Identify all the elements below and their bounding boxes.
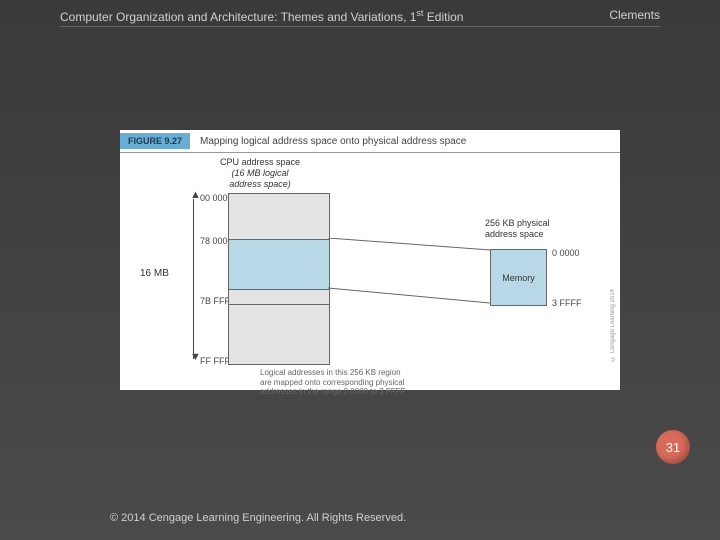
slide-header: Computer Organization and Architecture: … [60,8,660,27]
phys-addr-bot: 3 FFFF [552,298,582,308]
page-number: 31 [666,440,680,455]
memory-box: Memory [490,249,547,306]
figure-number: FIGURE 9.27 [120,133,190,149]
page-number-badge: 31 [656,430,690,464]
segment-2 [229,289,329,304]
footer-copyright: © 2014 Cengage Learning Engineering. All… [110,512,406,524]
figure-panel: FIGURE 9.27 Mapping logical address spac… [120,130,620,390]
note-l2: are mapped onto corresponding physical [260,378,405,388]
memory-label: Memory [502,273,535,283]
mapping-connector [328,238,490,308]
author-name: Clements [609,8,660,24]
figure-body: CPU address space (16 MB logical address… [120,152,620,391]
cpu-address-label: CPU address space (16 MB logical address… [220,157,300,189]
title-edition: Edition [423,10,463,24]
figure-header: FIGURE 9.27 Mapping logical address spac… [120,130,620,152]
logical-address-stack [228,193,330,365]
cpu-label-line3: address space) [220,179,300,190]
physical-space-label: 256 KB physical address space [485,218,550,240]
note-l3: addresses in the range 0 0000 to 3 FFFF [260,387,405,397]
figure-caption: Mapping logical address space onto physi… [200,136,466,147]
phys-addr-top: 0 0000 [552,248,580,258]
book-title: Computer Organization and Architecture: … [60,8,463,24]
segment-0 [229,194,329,239]
mapping-note: Logical addresses in this 256 KB region … [260,368,405,397]
phys-label-l2: address space [485,229,550,240]
figure-copyright: © Cengage Learning 2014 [610,289,616,361]
slide: Computer Organization and Architecture: … [0,0,720,540]
segment-3 [229,304,329,364]
total-size-label: 16 MB [140,268,169,279]
phys-label-l1: 256 KB physical [485,218,550,229]
note-l1: Logical addresses in this 256 KB region [260,368,405,378]
title-text: Computer Organization and Architecture: … [60,10,416,24]
range-line [193,199,194,359]
cpu-label-line2: (16 MB logical [232,168,289,178]
cpu-label-line1: CPU address space [220,157,300,168]
segment-mapped [229,239,329,289]
